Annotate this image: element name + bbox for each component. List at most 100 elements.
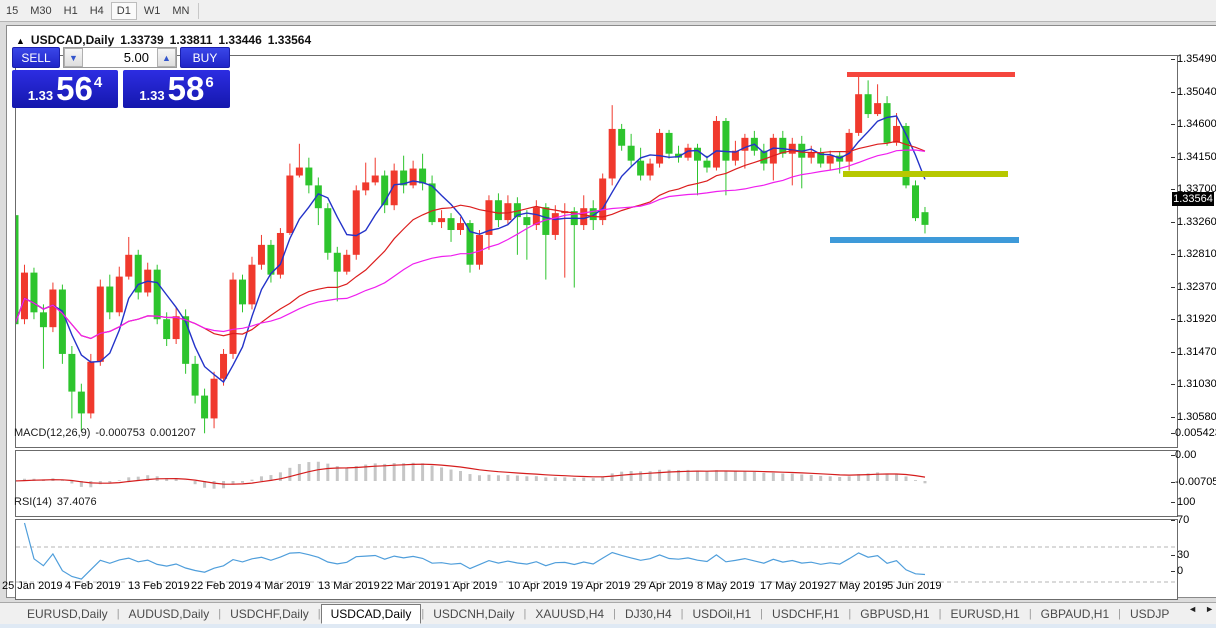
timeframe-h1[interactable]: H1	[63, 4, 78, 17]
price-axis-label: 1.31470	[1177, 346, 1216, 358]
chart-window	[6, 25, 1216, 600]
collapse-panel-icon[interactable]: ▲	[16, 36, 25, 46]
candlestick-canvas[interactable]	[16, 56, 1177, 447]
macd-signal-value: 0.001207	[149, 427, 196, 439]
tab-separator: |	[317, 607, 321, 620]
chart-tab-usdchf-daily[interactable]: USDCHF,Daily	[230, 606, 309, 621]
price-chart-pane[interactable]	[15, 55, 1178, 448]
timeframe-w1[interactable]: W1	[143, 4, 161, 17]
axis-tickmark	[1171, 482, 1175, 483]
price-axis-label: 1.34150	[1177, 151, 1216, 163]
chart-tab-usdjp[interactable]: USDJP	[1130, 606, 1170, 621]
tab-separator: |	[421, 607, 425, 620]
rsi-axis-label: 0	[1177, 565, 1184, 577]
chart-tab-eurusd-h1[interactable]: EURUSD,H1	[950, 606, 1020, 621]
axis-tickmark	[1171, 189, 1175, 190]
timeframe-d1[interactable]: D1	[110, 1, 137, 20]
axis-tickmark	[1171, 502, 1175, 503]
chart-tab-gbpaud-h1[interactable]: GBPAUD,H1	[1040, 606, 1110, 621]
date-axis-label: 22 Mar 2019	[381, 580, 443, 592]
axis-tickmark	[1171, 254, 1175, 255]
tab-separator: |	[523, 607, 527, 620]
tab-scroll-controls: ◄ ►	[1188, 604, 1214, 614]
axis-tickmark	[1171, 92, 1175, 93]
sell-price-pip: 4	[93, 73, 103, 91]
macd-canvas[interactable]	[16, 451, 1177, 516]
date-axis-label: 17 May 2019	[760, 580, 824, 592]
macd-label-row: MACD(12,26,9) -0.000753 0.001207	[14, 427, 201, 439]
axis-tickmark	[1171, 455, 1175, 456]
macd-axis-label: 0.00	[1175, 449, 1197, 461]
macd-axis-label: 0.005423	[1175, 427, 1216, 439]
axis-tickmark	[1171, 222, 1175, 223]
chart-tab-gbpusd-h1[interactable]: GBPUSD,H1	[860, 606, 930, 621]
quote-close: 1.33564	[267, 33, 312, 47]
sell-button[interactable]: SELL	[12, 47, 60, 68]
chart-tab-usdcad-daily[interactable]: USDCAD,Daily	[320, 603, 422, 624]
date-axis-label: 10 Apr 2019	[508, 580, 568, 592]
macd-axis-label: -0.007057	[1175, 476, 1216, 488]
price-axis-label: 1.35040	[1177, 86, 1216, 98]
date-axis-label: 4 Mar 2019	[255, 580, 311, 592]
rsi-pane[interactable]	[15, 519, 1178, 600]
price-axis-label: 1.32370	[1177, 281, 1216, 293]
timeframe-15[interactable]: 15	[6, 4, 19, 17]
price-axis-label: 1.35490	[1177, 53, 1216, 65]
axis-tickmark	[1171, 287, 1175, 288]
tab-separator: |	[116, 607, 120, 620]
chart-tab-usdoil-h1[interactable]: USDOil,H1	[692, 606, 752, 621]
chart-symbol-label: USDCAD,Daily	[30, 33, 115, 47]
price-axis-label: 1.32810	[1177, 248, 1216, 260]
tab-scroll-left-icon[interactable]: ◄	[1188, 604, 1198, 614]
chart-tab-dj30-h4[interactable]: DJ30,H4	[624, 606, 672, 621]
rsi-value: 37.4076	[56, 496, 97, 508]
axis-tickmark	[1171, 417, 1175, 418]
date-axis-label: 5 Jun 2019	[887, 580, 942, 592]
timeframe-m30[interactable]: M30	[30, 4, 52, 17]
volume-decrease-icon[interactable]: ▼	[64, 48, 83, 67]
axis-tickmark	[1171, 59, 1175, 60]
timeframe-toolbar: 15 M30 H1 H4 D1 W1 MN	[0, 0, 1216, 22]
chart-tab-audusd-daily[interactable]: AUDUSD,Daily	[128, 606, 210, 621]
window-bottom-edge	[0, 624, 1216, 628]
price-axis-label: 1.30580	[1177, 411, 1216, 423]
date-axis-label: 25 Jan 2019	[2, 580, 63, 592]
axis-tickmark	[1171, 433, 1175, 434]
timeframe-h4[interactable]: H4	[89, 4, 104, 17]
volume-increase-icon[interactable]: ▲	[157, 48, 176, 67]
symbol-tab-bar: EURUSD,Daily | AUDUSD,Daily | USDCHF,Daily | U…	[0, 602, 1216, 624]
chart-tab-eurusd-daily[interactable]: EURUSD,Daily	[27, 606, 108, 621]
rsi-axis-label: 100	[1177, 496, 1196, 508]
price-axis-label: 1.31920	[1177, 313, 1216, 325]
macd-pane[interactable]	[15, 450, 1178, 517]
tab-separator: |	[680, 607, 684, 620]
sell-price-prefix: 1.33	[27, 87, 54, 103]
rsi-axis-label: 70	[1177, 514, 1190, 526]
date-axis-label: 13 Feb 2019	[128, 580, 190, 592]
date-axis-label: 1 Apr 2019	[444, 580, 498, 592]
rsi-label-row: RSI(14) 37.4076	[14, 496, 102, 508]
rsi-canvas[interactable]	[16, 520, 1177, 599]
rsi-axis-label: 30	[1177, 549, 1190, 561]
toolbar-divider	[198, 2, 200, 19]
axis-tickmark	[1171, 157, 1175, 158]
date-axis-label: 27 May 2019	[824, 580, 888, 592]
volume-input[interactable]: 5.00	[83, 48, 157, 67]
sell-price-main: 56	[56, 70, 93, 107]
date-axis-label: 19 Apr 2019	[571, 580, 631, 592]
timeframe-mn[interactable]: MN	[172, 4, 190, 17]
chart-tab-usdcnh-daily[interactable]: USDCNH,Daily	[433, 606, 515, 621]
tab-separator: |	[760, 607, 764, 620]
current-price-badge: 1.33564	[1172, 192, 1214, 206]
sell-price-box[interactable]: 1.33 56 4	[12, 70, 118, 108]
buy-price-box[interactable]: 1.33 58 6	[123, 70, 230, 108]
chart-tab-xauusd-h4[interactable]: XAUUSD,H4	[535, 606, 605, 621]
tab-scroll-right-icon[interactable]: ►	[1205, 604, 1214, 614]
quote-high: 1.33811	[169, 33, 213, 47]
buy-price-pip: 6	[205, 73, 214, 91]
buy-button[interactable]: BUY	[180, 47, 230, 68]
axis-tickmark	[1171, 319, 1175, 320]
macd-name: MACD(12,26,9)	[14, 427, 91, 439]
chart-tab-usdchf-h1[interactable]: USDCHF,H1	[772, 606, 840, 621]
